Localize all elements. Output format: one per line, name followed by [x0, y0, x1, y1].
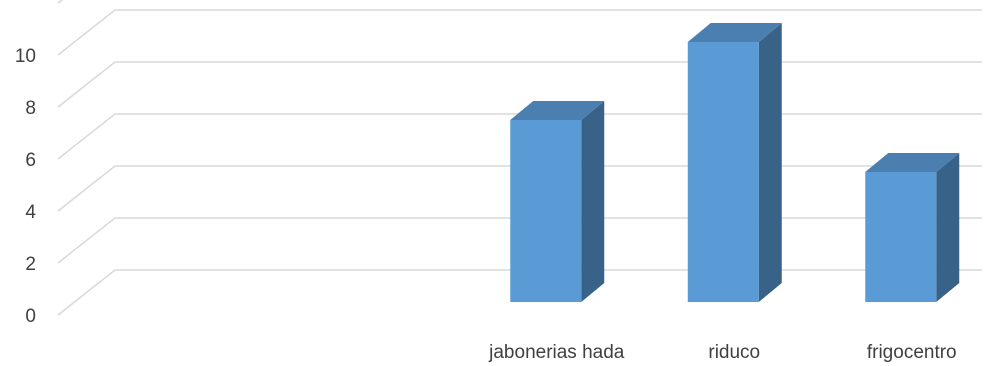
- bar-frigocentro: [865, 153, 960, 302]
- gridline-depth-0: [57, 269, 116, 316]
- bar-front-face: [687, 42, 759, 302]
- bar-jabonerias-hada: [510, 101, 605, 302]
- x-category-label: frigocentro: [867, 342, 957, 363]
- y-tick-label: 10: [15, 46, 36, 67]
- y-tick-label: 6: [25, 150, 36, 171]
- bar-front-face: [865, 172, 937, 302]
- x-axis-labels: jabonerias hada riduco frigocentro: [488, 342, 957, 363]
- bar-top-face: [687, 23, 782, 42]
- bar-top-face: [865, 153, 960, 172]
- gridline-depth-6: [57, 113, 116, 160]
- gridline-depth-2: [57, 217, 116, 264]
- bar-side-face: [581, 101, 605, 302]
- y-tick-label: 4: [25, 202, 36, 223]
- bar-front-face: [510, 120, 582, 302]
- gridline-depth-10: [57, 9, 116, 56]
- x-category-label: jabonerias hada: [488, 342, 625, 363]
- y-tick-label: 8: [25, 98, 36, 119]
- y-tick-label: 0: [25, 306, 36, 327]
- bars-layer: [510, 23, 960, 302]
- y-tick-label: 2: [25, 254, 36, 275]
- x-category-label: riduco: [708, 342, 760, 363]
- gridline-depth-4: [57, 165, 116, 212]
- bar-side-face: [758, 23, 782, 302]
- gridline-depth-8: [57, 61, 116, 108]
- bar-riduco: [687, 23, 782, 302]
- y-axis-ticks: 0 2 4 6 8 10: [15, 46, 37, 327]
- bar-top-face: [510, 101, 605, 120]
- gridline-depth-12: [57, 0, 64, 4]
- bar-side-face: [936, 153, 960, 302]
